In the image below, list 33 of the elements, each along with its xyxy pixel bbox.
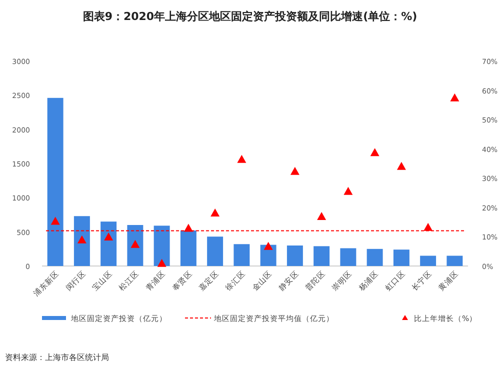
point: [290, 166, 300, 175]
bar: [286, 246, 303, 266]
point: [264, 242, 273, 250]
point: [396, 162, 406, 170]
point: [344, 186, 353, 195]
bar: [366, 248, 383, 266]
bar: [260, 244, 276, 266]
point: [130, 240, 140, 248]
bar: [207, 236, 224, 266]
bar: [154, 226, 170, 266]
bar: [446, 256, 463, 266]
bar: [340, 248, 356, 266]
bar: [314, 246, 330, 266]
chart-title: 图表9：2020年上海分区地区固定资产投资额及同比增速(单位：%): [82, 10, 418, 23]
point: [317, 212, 326, 220]
text: 资料来源：上海市各区统计局: [5, 353, 109, 362]
point: [370, 148, 380, 156]
point: [210, 208, 220, 216]
bar: [234, 244, 250, 266]
point: [157, 258, 166, 267]
point: [50, 216, 60, 225]
point: [237, 154, 246, 163]
bar: [393, 250, 410, 266]
point: [104, 232, 114, 241]
bar: [100, 222, 117, 266]
bar: [180, 230, 196, 266]
point: [77, 235, 86, 244]
point: [450, 93, 460, 102]
bar: [47, 98, 64, 266]
bar: [127, 225, 144, 266]
point: [424, 222, 433, 231]
bar: [74, 216, 90, 266]
bar: [420, 256, 436, 266]
